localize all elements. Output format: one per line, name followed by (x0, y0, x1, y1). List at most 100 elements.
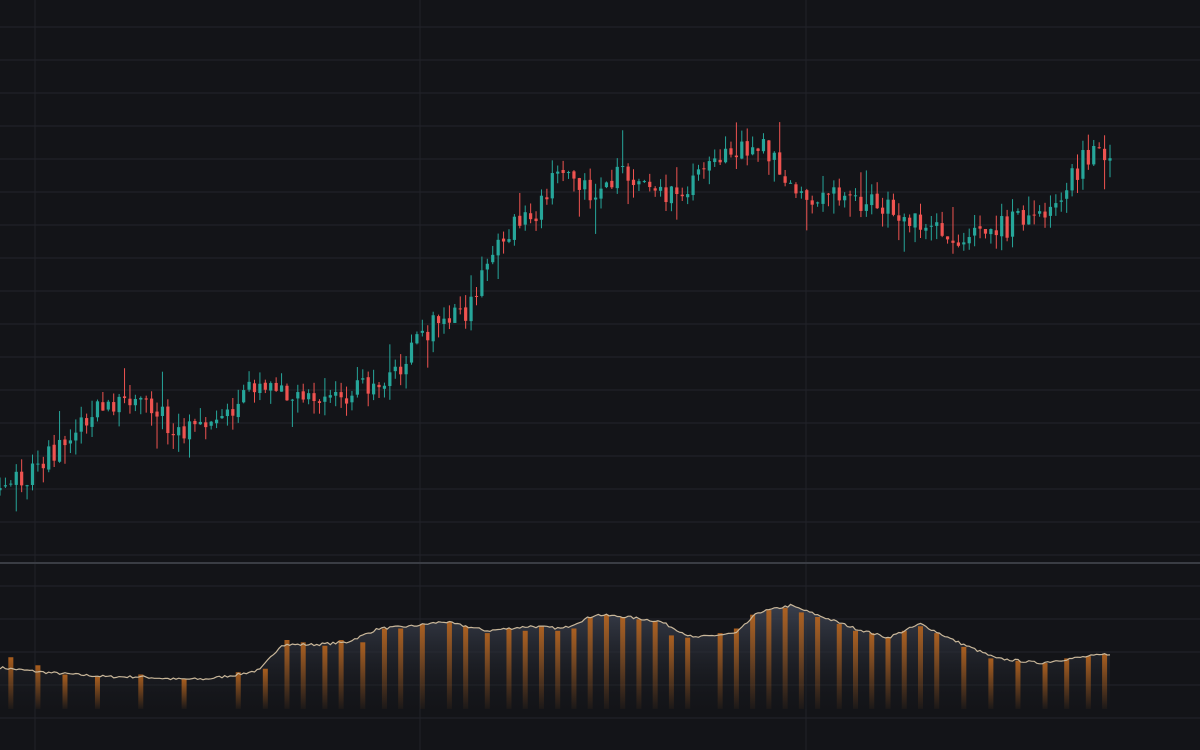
candle-up (929, 215, 933, 241)
candle-body (626, 166, 630, 181)
candle-body (469, 296, 473, 322)
candle-down (122, 368, 127, 404)
candle-body (231, 409, 235, 416)
candle-up (90, 400, 94, 437)
indicator-bar (300, 642, 306, 709)
candle-body (680, 194, 684, 197)
candle-body (588, 179, 592, 201)
candle-up (1065, 182, 1069, 213)
indicator-bar (750, 614, 756, 709)
candle-up (1059, 192, 1063, 212)
candle-body (247, 381, 251, 390)
candle-body (177, 427, 181, 436)
candle-up (442, 307, 446, 334)
candle-up (209, 420, 213, 430)
candle-body (447, 318, 452, 323)
candle-body (1097, 147, 1101, 149)
candle-body (442, 318, 446, 324)
candle-body (615, 166, 619, 189)
candle-body (187, 421, 192, 440)
candle-up (843, 192, 847, 208)
candle-up (480, 256, 484, 298)
candle-body (409, 342, 414, 363)
candle-body (377, 384, 381, 388)
candle-body (778, 152, 782, 175)
candle-body (675, 187, 679, 194)
candle-body (393, 366, 397, 372)
indicator-area (0, 604, 1110, 709)
candle-up (95, 399, 100, 422)
indicator-bar (1102, 653, 1108, 709)
candle-up (604, 181, 609, 189)
candle-up (177, 413, 181, 452)
indicator-bar (571, 628, 577, 709)
candle-body (837, 187, 841, 201)
candle-body (702, 168, 706, 170)
candle-body (258, 383, 262, 393)
candle-down (745, 128, 749, 166)
candle-down (794, 182, 798, 198)
candle-body (198, 421, 202, 425)
candle-body (95, 401, 100, 418)
candle-down (529, 203, 533, 224)
candle-down (128, 384, 132, 414)
candle-down (940, 211, 944, 238)
price-candlestick-chart[interactable] (0, 0, 1200, 562)
candle-down (572, 170, 576, 192)
candle-up (967, 228, 971, 250)
candle-body (761, 139, 766, 152)
candle-down (344, 386, 349, 416)
candle-down (474, 286, 479, 306)
candle-body (404, 363, 408, 375)
candle-body (816, 202, 820, 204)
candle-up (902, 213, 906, 252)
candle-body (279, 385, 284, 392)
candle-up (924, 223, 928, 240)
candle-down (1005, 209, 1009, 242)
candle-up (409, 334, 414, 365)
candle-body (556, 171, 560, 174)
candle-up (507, 229, 511, 244)
candle-body (47, 446, 51, 470)
candle-down (897, 203, 901, 241)
candle-up (9, 480, 13, 487)
candle-body (599, 188, 603, 199)
candle-body (117, 396, 121, 413)
candle-up (864, 170, 868, 217)
candle-body (956, 242, 960, 246)
candle-body (1043, 211, 1047, 218)
candle-up (658, 179, 663, 197)
candle-body (962, 242, 966, 245)
candle-down (983, 228, 988, 239)
indicator-bar (322, 645, 328, 709)
candle-body (799, 191, 803, 193)
candle-body (810, 200, 814, 205)
candle-body (929, 225, 933, 227)
candle-body (122, 396, 127, 399)
candle-body (193, 420, 197, 425)
candle-body (128, 398, 132, 406)
candle-up (68, 429, 72, 454)
candle-body (334, 391, 338, 396)
candle-body (826, 193, 831, 195)
indicator-bar (235, 672, 241, 709)
indicator-bar (587, 617, 593, 709)
indicator-area-chart[interactable] (0, 564, 1200, 750)
candle-body (908, 217, 912, 226)
candle-up (1054, 194, 1058, 216)
candle-up (79, 406, 83, 444)
candle-body (756, 148, 760, 151)
candle-body (1065, 190, 1069, 199)
candle-body (983, 228, 988, 234)
candle-up (25, 484, 29, 500)
candle-body (805, 190, 809, 200)
candle-down (908, 214, 912, 233)
candle-body (713, 158, 717, 163)
pane-separator[interactable] (0, 562, 1200, 564)
indicator-bar (1042, 663, 1048, 709)
candle-body (382, 385, 387, 389)
indicator-bar (8, 657, 14, 709)
candle-up (431, 311, 435, 353)
indicator-line (0, 603, 1111, 681)
indicator-bar (815, 617, 821, 709)
